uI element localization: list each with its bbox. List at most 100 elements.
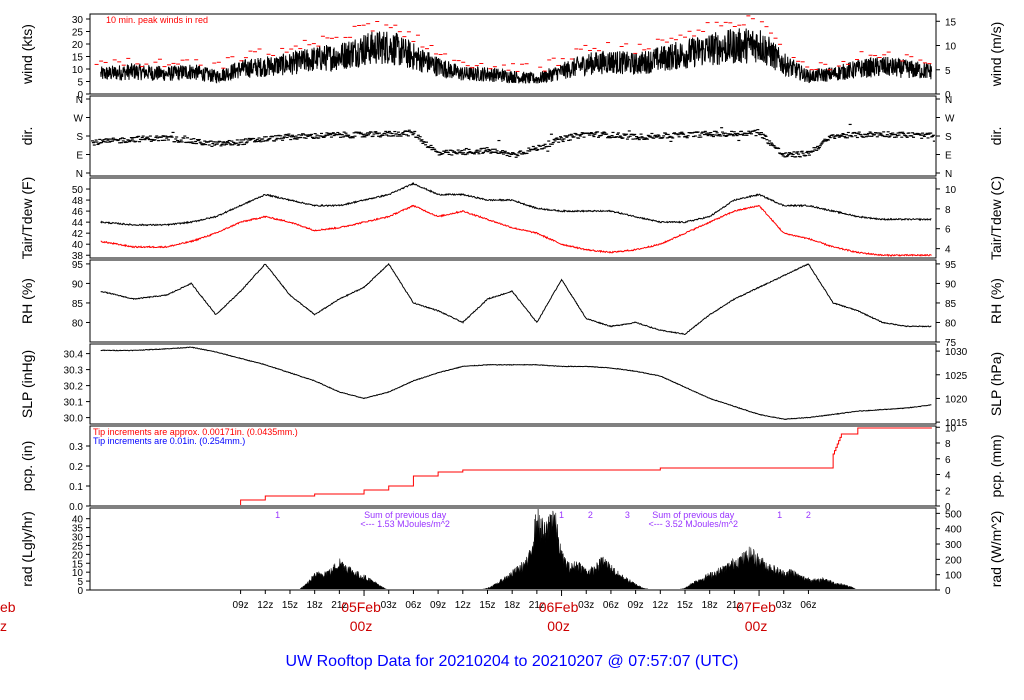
ytick-label-right: 300	[945, 540, 962, 551]
ytick-label-left: 40	[72, 515, 84, 526]
xtick-label: 06z	[603, 600, 619, 611]
xtick-label: 15z	[479, 600, 495, 611]
radiation-note: <--- 3.52 MJoules/m^2	[648, 519, 738, 529]
ytick-label-right: E	[945, 151, 952, 162]
ytick-label-right: 90	[945, 279, 957, 290]
series-line-0	[100, 262, 932, 336]
plot-area	[100, 262, 932, 336]
xtick-label: 03z	[776, 600, 792, 611]
ylabel-left: Tair/Tdew (F)	[19, 177, 35, 259]
ytick-label-right: 95	[945, 260, 957, 271]
radiation-note: <--- 1.53 MJoules/m^2	[360, 519, 450, 529]
ytick-label-left: 30.1	[64, 398, 84, 409]
ylabel-right: Tair/Tdew (C)	[988, 176, 1004, 260]
panel-frame	[89, 507, 937, 591]
ytick-label-right: 1020	[945, 394, 968, 405]
ytick-label-right: 400	[945, 525, 962, 536]
ytick-label-right: 5	[945, 66, 951, 77]
ylabel-right: wind (m/s)	[988, 22, 1004, 88]
plot-area	[240, 427, 932, 505]
ytick-label-left: 0	[77, 586, 83, 597]
ytick-label-right: 15	[945, 17, 957, 28]
ytick-label-right: 4	[945, 471, 951, 482]
xtick-label: 15z	[677, 600, 693, 611]
ylabel-right: SLP (hPa)	[988, 352, 1004, 416]
ytick-label-left: S	[76, 132, 83, 143]
radiation-marker: 3	[625, 510, 630, 520]
ytick-label-left: 30.3	[64, 366, 84, 377]
ytick-label-left: 0.3	[69, 442, 83, 453]
series-line-0	[100, 346, 932, 420]
panel-frame	[89, 343, 937, 425]
ytick-label-right: 8	[945, 439, 951, 450]
radiation-area	[299, 509, 857, 589]
panel-frame	[89, 177, 937, 259]
ytick-label-right: S	[945, 132, 952, 143]
ytick-label-left: E	[76, 151, 83, 162]
plot-area	[94, 15, 933, 84]
ytick-label-left: 35	[72, 524, 84, 535]
ylabel-left: RH (%)	[19, 278, 35, 324]
radiation-marker: 1	[777, 510, 782, 520]
panel-5: pcp. (in) pcp. (mm) 0.0 0.1 0.2 0.3 0 2 4 6 8 10 Tip…	[19, 423, 1004, 513]
ytick-label-left: 5	[77, 577, 83, 588]
xtick-label: 21z	[331, 600, 347, 611]
ytick-label-right: 8	[945, 205, 951, 216]
ytick-label-left: 48	[72, 196, 84, 207]
ytick-label-left: 46	[72, 207, 84, 218]
ylabel-left: wind (kts)	[19, 24, 35, 85]
panel-1: dir. dir.N NE ES SW WN N	[19, 95, 1004, 180]
ytick-label-right: 200	[945, 555, 962, 566]
ytick-label-right: W	[945, 114, 955, 125]
ytick-label-left: 15	[72, 559, 84, 570]
xtick-label: 12z	[257, 600, 273, 611]
ytick-label-left: 25	[72, 28, 84, 39]
series-line-1	[100, 204, 932, 257]
ytick-label-right: 1030	[945, 347, 968, 358]
plot-area	[100, 346, 932, 420]
radiation-note: Sum of previous day	[652, 510, 735, 520]
xtick-label: 12z	[652, 600, 668, 611]
xtick-label: 09z	[430, 600, 446, 611]
panel-frame	[89, 13, 937, 95]
plot-area	[299, 509, 857, 589]
ytick-label-left: W	[74, 114, 84, 125]
panel-note: Tip increments are approx. 0.00171in. (0…	[93, 427, 298, 437]
ytick-label-right: 6	[945, 455, 951, 466]
ytick-label-right: 4	[945, 245, 951, 256]
ytick-label-left: 80	[72, 318, 84, 329]
ylabel-left: pcp. (in)	[19, 441, 35, 492]
panel-frame	[89, 259, 937, 343]
ytick-label-right: 0	[945, 90, 951, 101]
day-label-date: 06Feb	[539, 599, 579, 615]
day-label-clipped-date: eb	[0, 599, 16, 615]
ytick-label-left: 42	[72, 229, 84, 240]
ytick-label-left: 30	[72, 15, 84, 26]
ytick-label-right: 0	[945, 502, 951, 513]
panel-note: Tip increments are 0.01in. (0.254mm.)	[93, 436, 245, 446]
day-label-hour: 00z	[745, 618, 768, 634]
ytick-label-right: 10	[945, 423, 957, 434]
ytick-label-left: 0.2	[69, 462, 83, 473]
ytick-label-right: 100	[945, 571, 962, 582]
ytick-label-right: 75	[945, 338, 957, 349]
xtick-label: 03z	[381, 600, 397, 611]
radiation-marker: 1	[275, 510, 280, 520]
ytick-label-right: 1015	[945, 418, 968, 429]
ytick-label-right: 6	[945, 225, 951, 236]
ytick-label-left: 20	[72, 550, 84, 561]
xtick-label: 21z	[726, 600, 742, 611]
ytick-label-left: 95	[72, 260, 84, 271]
ytick-label-left: 85	[72, 299, 84, 310]
ylabel-left: SLP (inHg)	[19, 350, 35, 418]
ytick-label-left: 50	[72, 185, 84, 196]
series-line-0	[100, 182, 932, 227]
ytick-label-right: 10	[945, 185, 957, 196]
day-label-clipped-hour: z	[0, 618, 7, 634]
ytick-label-left: N	[76, 169, 83, 180]
xtick-label: 06z	[405, 600, 421, 611]
ytick-label-left: 44	[72, 218, 84, 229]
ytick-label-left: 0.0	[69, 502, 83, 513]
precip-line	[240, 427, 932, 505]
ylabel-left: rad (Lgly/hr)	[19, 511, 35, 586]
